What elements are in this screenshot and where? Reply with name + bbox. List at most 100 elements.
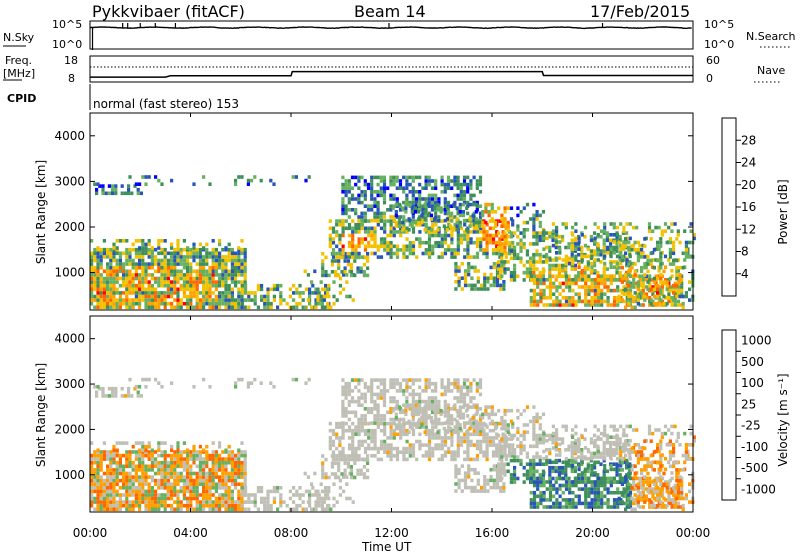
power-cell: [580, 299, 585, 304]
power-cell: [466, 175, 470, 180]
power-cell: [450, 255, 454, 259]
power-cell: [147, 291, 151, 295]
power-cell: [363, 255, 368, 259]
power-cell: [138, 262, 142, 266]
velocity-cell: [144, 493, 148, 497]
power-cell: [463, 255, 467, 259]
nsky-label: N.Sky: [3, 31, 35, 44]
velocity-cell: [431, 450, 435, 454]
power-cell: [176, 239, 180, 243]
velocity-cell: [383, 421, 387, 426]
power-cell: [360, 215, 364, 219]
power-cell: [301, 305, 305, 310]
power-cell: [138, 305, 142, 310]
power-cell: [405, 197, 409, 201]
power-cell: [230, 291, 234, 295]
power-cell: [684, 291, 688, 295]
power-cell: [418, 182, 422, 187]
power-cell: [659, 291, 663, 295]
velocity-cell: [122, 453, 126, 458]
power-cell: [427, 255, 432, 259]
power-cell: [529, 303, 533, 307]
power-cell: [584, 285, 588, 289]
power-cell: [411, 186, 415, 190]
power-cell: [304, 287, 308, 292]
power-cell: [402, 222, 406, 227]
power-cell: [532, 217, 536, 221]
power-cell: [125, 301, 129, 306]
power-cell: [548, 270, 552, 275]
power-cell: [125, 276, 129, 281]
power-cell: [326, 287, 330, 292]
power-cell: [411, 230, 416, 234]
velocity-cell: [109, 453, 113, 458]
velocity-cell: [397, 426, 402, 431]
power-cell: [351, 237, 355, 241]
velocity-cell: [122, 503, 126, 508]
velocity-cell: [458, 405, 462, 409]
velocity-cell: [250, 493, 254, 497]
velocity-cell: [166, 496, 170, 501]
power-cell: [469, 186, 473, 190]
power-cell: [313, 269, 317, 274]
power-cell: [437, 255, 441, 259]
power-cell: [413, 210, 418, 214]
velocity-cell: [330, 461, 334, 465]
power-cell: [243, 280, 247, 284]
velocity-cell: [90, 496, 94, 501]
power-cell: [386, 186, 390, 190]
velocity-cell: [246, 381, 250, 385]
velocity-cell: [211, 441, 215, 445]
velocity-cell: [541, 412, 546, 417]
velocity-cell: [253, 377, 257, 382]
velocity-cell: [417, 412, 421, 417]
power-cell: [548, 245, 552, 250]
power-cell: [95, 187, 99, 192]
power-cell: [593, 281, 597, 286]
power-cell: [383, 222, 387, 227]
velocity-cell: [373, 417, 377, 422]
power-cell: [489, 272, 493, 277]
velocity-cell: [376, 378, 380, 382]
power-cell: [619, 222, 623, 226]
velocity-cell: [170, 448, 174, 453]
power-cell: [632, 281, 636, 286]
velocity-cell: [128, 478, 132, 483]
power-cell: [205, 276, 209, 281]
velocity-cell: [160, 464, 164, 469]
velocity-cell: [468, 405, 472, 409]
velocity-cell: [195, 450, 199, 454]
velocity-cell: [173, 507, 177, 512]
power-cell: [474, 210, 478, 214]
velocity-cell: [440, 439, 444, 444]
velocity-cell: [243, 507, 247, 512]
power-cell: [484, 220, 488, 225]
velocity-cell: [395, 432, 400, 437]
power-cell: [636, 283, 640, 288]
velocity-cell: [335, 446, 339, 451]
power-cell: [676, 229, 680, 233]
velocity-cell: [351, 432, 355, 437]
power-cell: [492, 265, 496, 270]
velocity-cell: [402, 417, 406, 422]
power-cell: [495, 280, 500, 284]
power-cell: [475, 255, 480, 259]
velocity-cell: [186, 496, 190, 501]
velocity-cell: [332, 503, 336, 508]
velocity-cell: [472, 403, 476, 407]
velocity-cell: [138, 385, 142, 389]
velocity-cell: [106, 493, 110, 497]
power-cell: [93, 273, 97, 277]
power-cell: [475, 237, 480, 241]
velocity-cell: [465, 408, 469, 413]
velocity-cell: [118, 500, 122, 504]
power-cell: [462, 218, 467, 223]
power-cell: [660, 229, 664, 233]
power-cell: [373, 190, 377, 194]
power-cell: [421, 186, 425, 190]
power-cell: [605, 234, 609, 239]
power-cell: [511, 222, 515, 227]
power-cell: [389, 182, 393, 187]
velocity-cell: [434, 414, 438, 418]
power-cell: [459, 197, 463, 201]
